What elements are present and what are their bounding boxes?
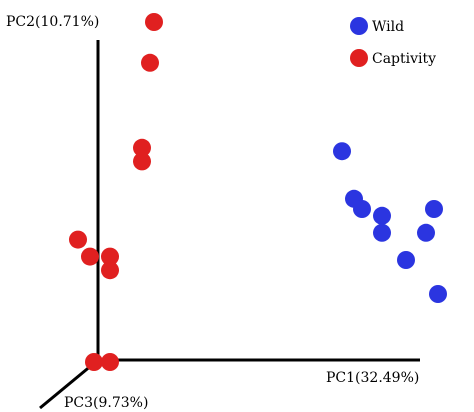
legend-captivity-marker: [350, 49, 368, 67]
point-captivity-5: [69, 230, 87, 249]
point-captivity-9: [85, 353, 103, 371]
pc1-axis-label: PC1(32.49%): [326, 370, 419, 386]
point-wild-9: [429, 285, 447, 303]
point-captivity-10: [101, 353, 119, 371]
legend-wild-label: Wild: [372, 19, 404, 35]
point-wild-5: [373, 223, 391, 242]
point-wild-7: [417, 223, 435, 242]
point-wild-6: [425, 200, 443, 218]
pc3-axis-label: PC3(9.73%): [64, 395, 148, 411]
point-wild-8: [397, 251, 415, 269]
point-captivity-3: [133, 138, 151, 157]
point-captivity-7: [101, 247, 119, 266]
point-wild-1: [333, 142, 351, 161]
point-wild-3: [353, 200, 371, 218]
point-captivity-4: [133, 152, 151, 171]
data-points-group: [69, 13, 447, 371]
point-captivity-8: [101, 261, 119, 280]
point-wild-4: [373, 206, 391, 225]
legend: Wild Captivity: [350, 17, 436, 67]
point-captivity-1: [145, 13, 163, 31]
point-captivity-6: [81, 247, 99, 266]
legend-wild-marker: [350, 17, 368, 35]
pc2-axis-label: PC2(10.71%): [6, 14, 99, 30]
point-captivity-2: [141, 53, 159, 72]
legend-captivity-label: Captivity: [372, 51, 436, 67]
